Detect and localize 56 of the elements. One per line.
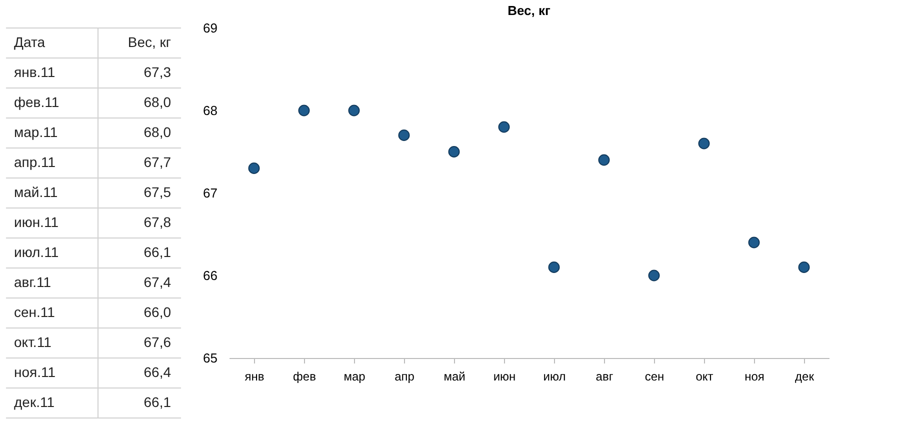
category-label: мар.11	[14, 124, 58, 140]
point	[498, 121, 510, 133]
x-tick-label: мар	[344, 370, 366, 384]
data-label: 66,1	[144, 244, 172, 260]
category-label: май.11	[14, 184, 58, 200]
category-label: авг.11	[14, 274, 52, 290]
point	[348, 104, 360, 116]
point	[398, 130, 410, 141]
x-tick-label: дек	[795, 370, 815, 384]
point	[698, 138, 710, 150]
data-label: 66,1	[144, 394, 172, 410]
data-label: 67,3	[144, 64, 172, 80]
y-tick-label: 69	[203, 20, 218, 36]
point	[798, 262, 810, 273]
x-tick-label: окт	[696, 370, 714, 384]
category-label: июл.11	[14, 244, 59, 260]
x-tick-label: янв	[244, 370, 264, 384]
point	[448, 146, 460, 158]
category-label: ноя.11	[14, 364, 56, 380]
point	[548, 262, 560, 273]
x-tick-label: апр	[394, 370, 415, 384]
y-tick-label: 67	[203, 186, 218, 200]
data-label: 67,5	[144, 184, 172, 200]
point	[298, 104, 310, 116]
x-tick-label: июн	[493, 370, 516, 384]
y-tick-label: 65	[203, 350, 218, 366]
point	[248, 162, 260, 174]
x-tick-label: июл	[543, 370, 566, 384]
data-label: 67,7	[144, 154, 172, 170]
category-label: фев.11	[14, 94, 60, 110]
chart-title: Вес, кг	[508, 3, 551, 18]
text: Дата	[14, 34, 46, 50]
point	[598, 154, 610, 166]
data-label: 68,0	[144, 124, 172, 140]
x-tick-label: фев	[293, 370, 316, 384]
y-tick-label: 68	[203, 103, 218, 118]
category-label: апр.11	[14, 154, 56, 170]
data-label: 67,6	[144, 334, 172, 350]
point	[748, 236, 760, 248]
data-label: 66,4	[144, 364, 172, 380]
text: Вес, кг	[128, 34, 171, 50]
category-label: июн.11	[14, 214, 59, 230]
category-label: сен.11	[14, 304, 56, 320]
data-label: 66,0	[144, 304, 172, 320]
data-label: 67,4	[144, 274, 172, 290]
x-tick-label: ноя	[744, 370, 764, 384]
category-label: янв.11	[14, 64, 56, 80]
x-tick-label: сен	[644, 370, 664, 384]
category-label: дек.11	[14, 394, 55, 410]
data-label: 68,0	[144, 94, 172, 110]
data-label: 67,8	[144, 214, 172, 230]
category-label: окт.11	[14, 334, 52, 350]
y-tick-label: 66	[203, 268, 218, 283]
x-tick-label: май	[444, 370, 466, 384]
point	[648, 270, 660, 282]
x-tick-label: авг	[596, 370, 614, 384]
